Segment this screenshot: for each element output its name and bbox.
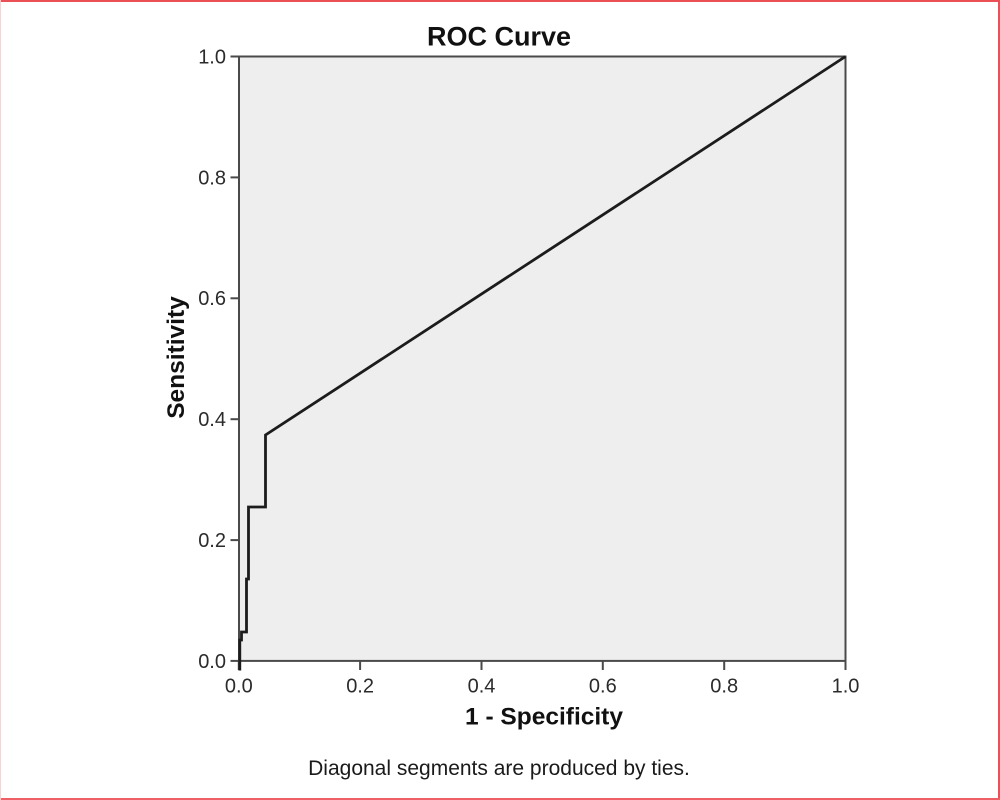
svg-text:ROC Curve: ROC Curve bbox=[427, 22, 571, 52]
svg-text:Diagonal segments are produced: Diagonal segments are produced by ties. bbox=[308, 757, 690, 780]
svg-text:0.0: 0.0 bbox=[198, 651, 226, 673]
svg-text:1.0: 1.0 bbox=[832, 676, 860, 698]
svg-text:0.2: 0.2 bbox=[346, 676, 374, 698]
svg-text:0.0: 0.0 bbox=[225, 676, 253, 698]
svg-text:0.8: 0.8 bbox=[198, 167, 226, 189]
svg-text:1 - Specificity: 1 - Specificity bbox=[465, 704, 623, 731]
svg-text:0.6: 0.6 bbox=[589, 676, 617, 698]
svg-text:0.6: 0.6 bbox=[198, 288, 226, 310]
svg-text:Sensitivity: Sensitivity bbox=[163, 296, 190, 419]
svg-text:0.8: 0.8 bbox=[710, 676, 738, 698]
svg-text:0.4: 0.4 bbox=[198, 409, 226, 431]
svg-text:0.2: 0.2 bbox=[198, 530, 226, 552]
svg-text:0.4: 0.4 bbox=[468, 676, 496, 698]
svg-text:1.0: 1.0 bbox=[198, 46, 226, 68]
